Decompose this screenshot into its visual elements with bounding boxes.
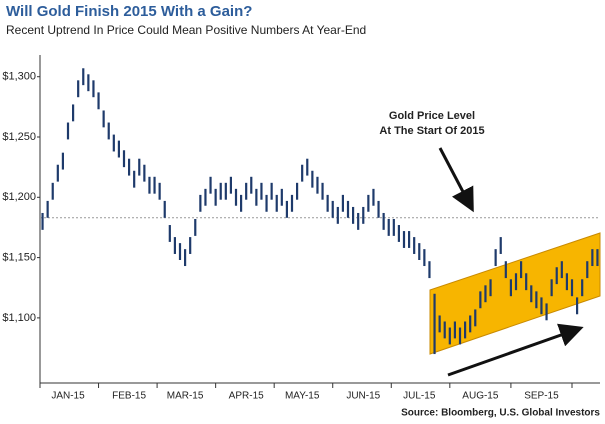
x-tick-label: JUL-15 — [403, 391, 436, 402]
y-tick-label: $1,250 — [2, 131, 36, 143]
arrow — [447, 323, 584, 377]
x-tick-label: MAY-15 — [285, 391, 320, 402]
x-tick-label: MAR-15 — [167, 391, 204, 402]
y-tick-label: $1,100 — [2, 312, 36, 324]
annotation: Gold Price Level — [389, 110, 475, 122]
x-tick-label: SEP-15 — [524, 391, 559, 402]
x-tick-label: AUG-15 — [462, 391, 499, 402]
x-tick-label: APR-15 — [229, 391, 264, 402]
arrows — [438, 147, 584, 377]
source: Source: Bloomberg, U.S. Global Investors — [401, 408, 600, 419]
x-tick-label: JAN-15 — [51, 391, 85, 402]
y-tick-label: $1,150 — [2, 251, 36, 263]
chart-subtitle: Recent Uptrend In Price Could Mean Posit… — [6, 23, 366, 37]
x-tick-label: FEB-15 — [112, 391, 146, 402]
chart-title: Will Gold Finish 2015 With a Gain? — [6, 3, 252, 20]
x-tick-label: JUN-15 — [346, 391, 380, 402]
annotation: At The Start Of 2015 — [379, 125, 484, 137]
y-tick-label: $1,200 — [2, 191, 36, 203]
arrow — [438, 147, 474, 213]
y-tick-label: $1,300 — [2, 71, 36, 83]
trend-channel — [429, 232, 601, 355]
